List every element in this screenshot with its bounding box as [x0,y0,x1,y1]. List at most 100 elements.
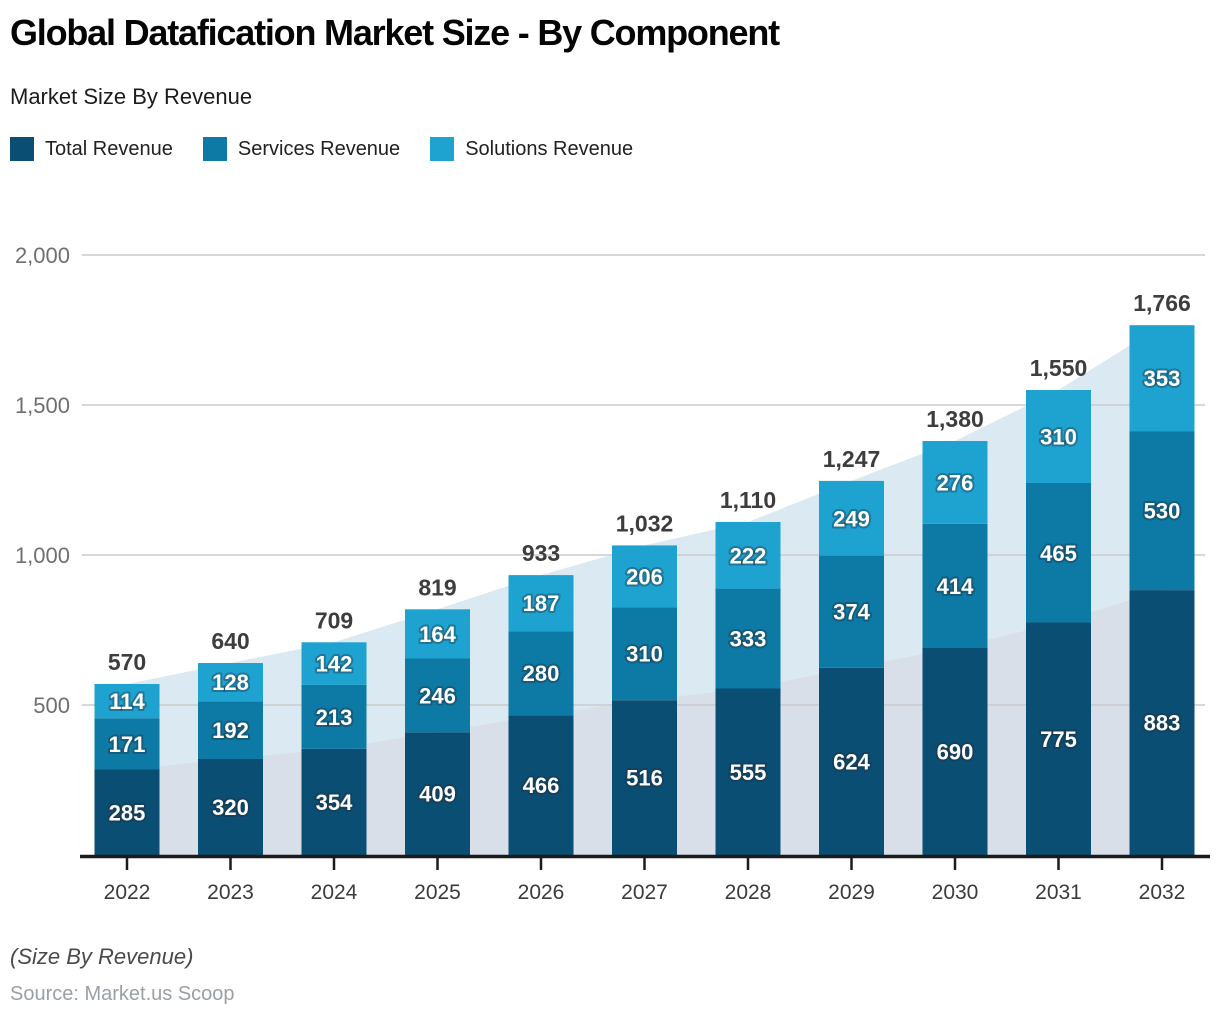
bar-segment [612,700,677,855]
bar-segment [922,648,988,855]
source-credit: Source: Market.us Scoop [10,983,235,1005]
bar-segment [198,663,263,702]
bar-total-label: 1,247 [823,446,881,472]
segment-value-label: 555 [730,760,767,785]
bar-segment [405,609,470,659]
bar-total-label: 1,766 [1133,290,1191,316]
segment-value-label: 246 [419,683,456,708]
bar-segment [1129,325,1195,432]
y-axis-label: 1,000 [15,543,70,568]
segment-value-label: 310 [626,642,663,667]
segment-value-label: 409 [419,782,456,807]
legend-swatch-icon [430,137,455,161]
x-axis-label: 2030 [932,881,979,904]
bar-segment [508,631,574,716]
y-axis-label: 500 [33,693,70,718]
segment-value-label: 465 [1040,541,1077,566]
bar-total-label: 570 [108,649,146,675]
legend-item-total-revenue: Total Revenue [10,137,173,161]
legend-label: Total Revenue [45,137,173,160]
segment-value-label: 164 [419,622,456,647]
bar-segment [819,555,884,668]
legend-item-services-revenue: Services Revenue [202,137,401,161]
bar-segment [405,658,470,733]
segment-value-label: 222 [730,543,767,568]
x-axis-label: 2032 [1139,881,1186,904]
bar-segment [301,684,367,749]
bar-segment [508,575,574,632]
x-axis-label: 2023 [207,881,254,904]
segment-value-label: 354 [316,790,353,815]
segment-value-label: 249 [833,506,870,531]
legend-label: Solutions Revenue [465,137,634,160]
segment-value-label: 310 [1040,425,1077,450]
bar-segment [612,545,677,608]
bar-segment [922,441,988,524]
segment-value-label: 414 [937,574,974,599]
x-axis-label: 2022 [104,881,151,904]
segment-value-label: 142 [316,652,353,677]
legend-swatch-icon [10,137,34,161]
legend: Total Revenue Services Revenue Solutions R… [10,137,633,161]
segment-value-label: 775 [1040,727,1077,752]
segment-value-label: 187 [523,591,560,616]
segment-value-label: 353 [1144,366,1181,391]
bar-segment [94,684,160,719]
bar-segment [819,480,884,556]
bar-total-label: 933 [522,540,560,566]
bar-total-label: 819 [418,574,456,600]
bar-segment [819,667,884,855]
x-axis-label: 2025 [414,881,461,904]
bar-segment [508,715,574,855]
segment-value-label: 466 [523,773,560,798]
x-axis-label: 2024 [311,881,358,904]
bar-segment [612,607,677,701]
segment-value-label: 374 [833,600,870,625]
bar-segment [301,642,367,685]
x-axis-label: 2027 [621,881,668,904]
bar-segment [301,748,367,855]
segment-value-label: 213 [316,705,353,730]
bar-total-label: 1,032 [616,510,674,536]
segment-value-label: 624 [833,749,870,774]
bar-total-label: 1,380 [926,406,984,432]
chart-subtitle: Market Size By Revenue [10,84,253,109]
legend-swatch-icon [202,137,227,161]
bar-total-label: 1,110 [720,487,776,513]
segment-value-label: 320 [212,795,249,820]
segment-value-label: 171 [109,732,146,757]
bar-segment [715,522,781,589]
legend-label: Services Revenue [237,137,401,160]
segment-value-label: 333 [730,627,767,652]
bar-segment [1129,590,1195,855]
bar-total-label: 709 [315,607,353,633]
segment-value-label: 206 [626,564,663,589]
y-axis-label: 2,000 [15,243,70,268]
bar-segment [1026,622,1091,855]
footnote: (Size By Revenue) [10,944,194,969]
bar-segment [715,588,781,689]
segment-value-label: 276 [937,470,974,495]
bar-segment [198,701,263,759]
legend-item-solutions-revenue: Solutions Revenue [430,137,633,161]
bar-segment [1026,390,1091,483]
bar-segment [1026,483,1091,623]
segment-value-label: 280 [523,661,560,686]
bar-segment [922,523,988,648]
x-axis-label: 2031 [1035,881,1082,904]
segment-value-label: 128 [212,670,249,695]
bar-segment [405,732,470,855]
bar-total-label: 1,550 [1030,355,1088,381]
y-axis-label: 1,500 [15,393,70,418]
segment-value-label: 192 [212,718,249,743]
segment-value-label: 285 [109,800,146,825]
bar-segment [1129,431,1195,591]
bar-segment [198,759,263,855]
segment-value-label: 690 [937,740,974,765]
segment-value-label: 883 [1144,711,1181,736]
bar-segment [715,688,781,855]
segment-value-label: 516 [626,766,663,791]
x-axis-label: 2029 [828,881,875,904]
